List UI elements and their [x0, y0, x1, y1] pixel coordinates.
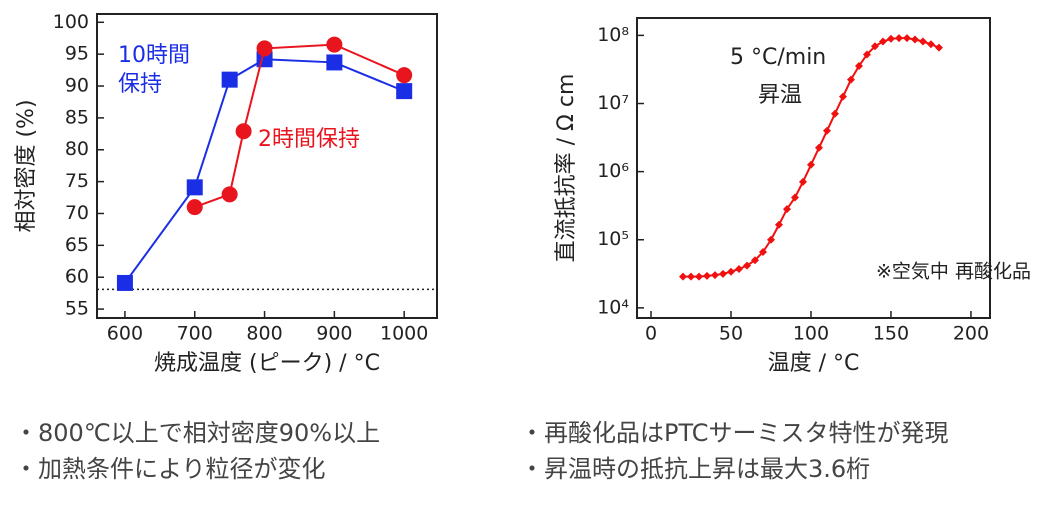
marker	[822, 126, 831, 135]
marker	[774, 220, 783, 229]
marker	[790, 193, 799, 202]
x-tick-label: 100	[793, 323, 829, 345]
marker	[710, 271, 719, 280]
marker	[918, 37, 927, 46]
y-tick-label: 55	[65, 298, 89, 320]
y-axis-label: 相対密度 (%)	[14, 99, 39, 232]
marker	[838, 92, 847, 101]
annotation: ※空気中 再酸化品	[876, 261, 1031, 283]
y-tick-label: 10⁵	[597, 228, 629, 250]
plot-frame	[636, 17, 991, 319]
plot-frame	[96, 13, 438, 319]
x-tick-label: 700	[177, 323, 213, 345]
marker	[782, 205, 791, 214]
marker	[830, 109, 839, 118]
y-tick-label: 80	[65, 138, 89, 160]
marker	[702, 271, 711, 280]
marker	[734, 265, 743, 274]
y-tick-label: 10⁶	[597, 160, 629, 182]
x-axis-label: 焼成温度 (ピーク) / °C	[154, 351, 380, 376]
x-tick-label: 800	[246, 323, 282, 345]
marker	[694, 272, 703, 281]
annotation: 昇温	[758, 83, 802, 108]
bullet: ・800℃以上で相対密度90%以上	[14, 419, 380, 447]
marker	[846, 75, 855, 84]
marker	[934, 43, 943, 52]
x-tick-label: 200	[953, 323, 989, 345]
x-tick-label: 50	[719, 323, 743, 345]
marker	[221, 186, 238, 203]
x-tick-label: 900	[316, 323, 352, 345]
series-label: 10時間保持	[118, 43, 190, 97]
marker	[862, 50, 871, 59]
marker	[186, 179, 203, 196]
y-tick-label: 65	[65, 234, 89, 256]
y-tick-label: 85	[65, 106, 89, 128]
y-tick-label: 10⁸	[597, 24, 629, 46]
bullet: ・昇温時の抵抗上昇は最大3.6桁	[520, 455, 870, 483]
marker	[742, 261, 751, 270]
y-tick-label: 10⁷	[597, 92, 629, 114]
marker	[886, 34, 895, 43]
series-line	[682, 37, 940, 278]
y-axis-label: 直流抵抗率 / Ω cm	[554, 74, 579, 263]
marker	[326, 54, 343, 71]
series-label-text: 2時間保持	[258, 127, 360, 152]
marker	[814, 143, 823, 152]
marker	[878, 37, 887, 46]
marker	[870, 42, 879, 51]
marker	[926, 40, 935, 49]
marker	[326, 36, 343, 53]
y-tick-label: 75	[65, 170, 89, 192]
marker	[116, 274, 133, 291]
marker	[726, 267, 735, 276]
series-line	[124, 58, 405, 284]
marker	[256, 40, 273, 57]
marker	[758, 247, 767, 256]
x-tick-label: 600	[107, 323, 143, 345]
marker	[396, 67, 413, 84]
series-label-text: 10時間保持	[118, 43, 190, 97]
marker	[910, 35, 919, 44]
y-tick-label: 70	[65, 202, 89, 224]
x-tick-label: 0	[645, 323, 657, 345]
x-axis-label: 温度 / °C	[768, 351, 860, 376]
marker	[396, 83, 413, 100]
y-tick-label: 90	[65, 75, 89, 97]
marker	[686, 272, 695, 281]
marker	[854, 62, 863, 71]
y-tick-label: 10⁴	[597, 296, 629, 318]
x-tick-label: 1000	[380, 323, 428, 345]
marker	[766, 235, 775, 244]
marker	[718, 269, 727, 278]
y-tick-label: 60	[65, 266, 89, 288]
marker	[806, 160, 815, 169]
marker	[235, 123, 252, 140]
series-label: 2時間保持	[258, 127, 360, 152]
marker	[798, 177, 807, 186]
marker	[902, 34, 911, 43]
annotation: 5 °C/min	[730, 45, 826, 70]
marker	[894, 34, 903, 43]
x-tick-label: 150	[873, 323, 909, 345]
bullet: ・再酸化品はPTCサーミスタ特性が発現	[520, 419, 948, 447]
marker	[221, 71, 238, 88]
y-tick-label: 100	[53, 11, 89, 33]
bullet: ・加熱条件により粒径が変化	[14, 455, 326, 483]
y-tick-label: 95	[65, 43, 89, 65]
marker	[750, 256, 759, 265]
marker	[186, 199, 203, 216]
marker	[678, 272, 687, 281]
